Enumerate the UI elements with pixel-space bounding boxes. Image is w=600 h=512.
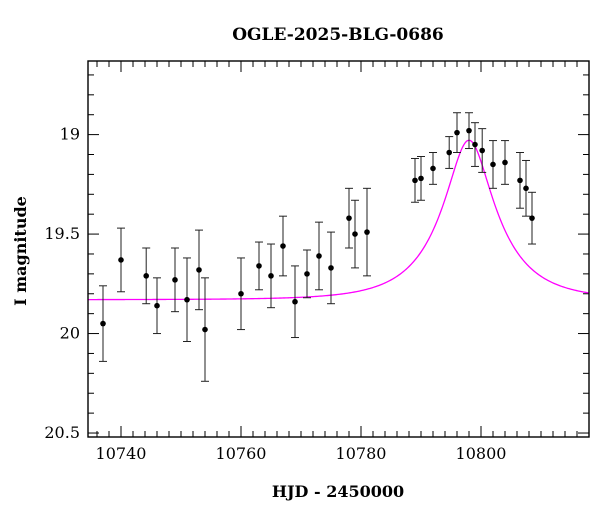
data-point xyxy=(328,265,334,271)
data-point xyxy=(446,149,453,156)
data-point-group xyxy=(142,247,151,305)
data-point-group xyxy=(237,257,245,331)
data-point-group xyxy=(522,159,530,217)
data-point xyxy=(490,161,496,168)
data-point xyxy=(256,263,262,269)
data-point-group xyxy=(417,155,425,201)
data-point-group xyxy=(363,187,371,277)
data-point-group xyxy=(303,249,311,299)
data-point-group xyxy=(478,128,487,173)
data-point xyxy=(292,298,298,305)
plot-frame xyxy=(87,60,590,438)
data-point-group xyxy=(315,221,323,291)
data-point xyxy=(502,159,508,166)
data-point xyxy=(118,257,124,263)
data-point xyxy=(466,127,472,134)
data-point-group xyxy=(99,285,107,362)
data-point-group xyxy=(183,257,191,343)
data-point xyxy=(352,231,358,237)
model-curve xyxy=(88,139,590,301)
data-point xyxy=(238,290,244,297)
data-point xyxy=(304,271,310,277)
data-point-group xyxy=(267,243,275,309)
data-point xyxy=(268,273,274,279)
data-point-group xyxy=(327,231,335,305)
chart-title: OGLE-2025-BLG-0686 xyxy=(232,25,444,45)
axis-tick-labels: 10740 10760 10780 10800 19 19.5 20 20.5 xyxy=(44,125,506,463)
data-point-group xyxy=(516,152,524,209)
axis-ticks xyxy=(88,61,590,437)
data-point-group xyxy=(291,265,299,339)
x-tick-label: 10800 xyxy=(456,444,507,463)
data-point-group xyxy=(117,227,125,293)
data-point-group xyxy=(345,187,353,249)
data-point-group xyxy=(351,199,359,269)
data-point-group xyxy=(153,277,161,335)
data-point xyxy=(418,175,424,182)
data-point-group xyxy=(501,140,509,185)
data-point xyxy=(154,302,160,309)
x-tick-label: 10740 xyxy=(96,444,147,463)
data-point xyxy=(316,253,322,259)
y-tick-label: 20.5 xyxy=(44,423,80,442)
data-point-group xyxy=(429,152,437,185)
data-point xyxy=(523,185,529,192)
data-point xyxy=(346,215,352,221)
data-point xyxy=(143,273,149,279)
data-point-group xyxy=(453,112,461,154)
data-point xyxy=(202,326,208,333)
data-point-group xyxy=(465,112,473,150)
data-point xyxy=(196,267,202,273)
data-point-group xyxy=(489,140,497,189)
data-point xyxy=(280,243,286,249)
data-point-group xyxy=(279,215,287,277)
data-point xyxy=(172,277,178,283)
y-tick-label: 20 xyxy=(60,324,80,343)
x-axis-label: HJD - 2450000 xyxy=(272,482,404,501)
data-point-group xyxy=(201,277,209,382)
y-tick-label: 19 xyxy=(60,125,80,144)
data-point xyxy=(517,177,523,184)
data-point xyxy=(529,215,535,221)
data-point-group xyxy=(411,157,419,203)
data-point-group xyxy=(445,136,454,169)
data-point-group xyxy=(195,229,203,311)
data-point xyxy=(472,141,478,148)
data-point xyxy=(454,129,460,136)
data-point xyxy=(412,177,418,184)
data-point-group xyxy=(255,241,263,291)
data-point xyxy=(100,320,106,327)
data-point xyxy=(184,296,190,303)
data-point-group xyxy=(528,191,536,245)
data-point-group xyxy=(471,122,479,167)
data-point-group xyxy=(171,247,179,313)
data-point xyxy=(479,147,486,154)
x-tick-label: 10760 xyxy=(216,444,267,463)
plot-area xyxy=(88,112,590,382)
y-tick-label: 19.5 xyxy=(44,224,80,243)
data-point xyxy=(364,229,370,235)
data-point xyxy=(430,165,436,172)
y-axis-label: I magnitude xyxy=(11,196,30,306)
x-tick-label: 10780 xyxy=(336,444,387,463)
